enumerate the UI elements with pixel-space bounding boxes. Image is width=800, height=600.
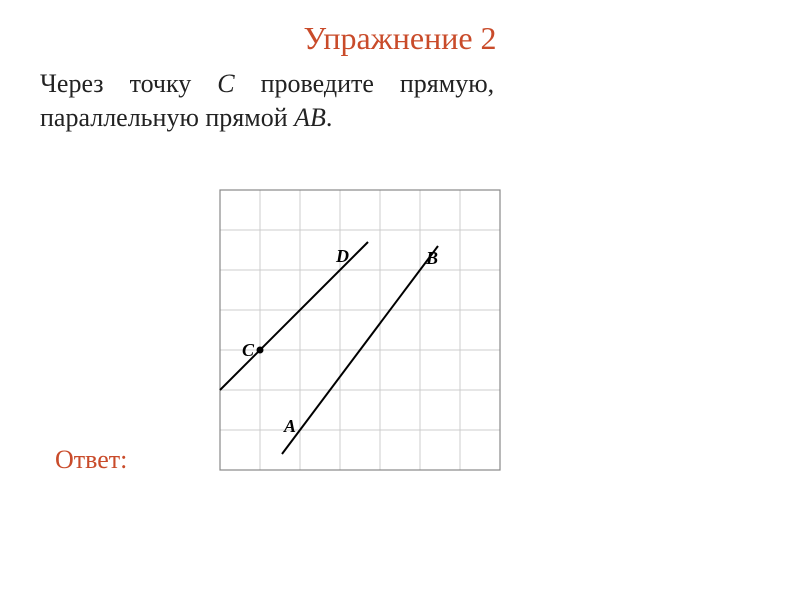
question-line-2: параллельную прямой AB. [40,101,760,135]
geometry-figure: A B C D [200,170,520,490]
question-line-1: Через точку C проведите прямую, [40,67,760,101]
exercise-title: Упражнение 2 [0,0,800,67]
answer-label: Ответ: [55,445,127,475]
grid-diagram-svg: A B C D [200,170,520,490]
svg-text:B: B [425,248,438,268]
question-text: Через точку C проведите прямую, параллел… [0,67,800,145]
svg-text:C: C [242,340,255,360]
page: Упражнение 2 Через точку C проведите пря… [0,0,800,600]
svg-text:A: A [283,416,296,436]
svg-text:D: D [335,246,349,266]
